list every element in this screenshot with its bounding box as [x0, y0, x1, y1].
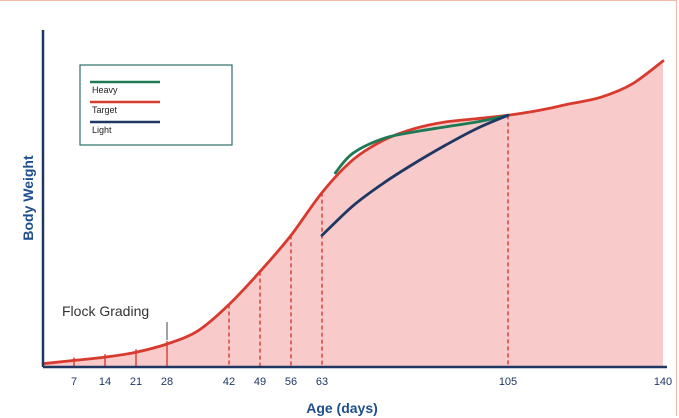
x-tick-label-49: 49 [254, 376, 266, 388]
x-tick-label-21: 21 [130, 376, 142, 388]
x-tick-label-28: 28 [161, 376, 173, 388]
x-tick-label-63: 63 [316, 376, 328, 388]
x-tick-label-7: 7 [71, 376, 77, 388]
legend-label-heavy: Heavy [92, 85, 118, 95]
x-tick-label-56: 56 [285, 376, 297, 388]
x-tick-label-14: 14 [99, 376, 111, 388]
y-axis-label: Body Weight [20, 155, 36, 241]
flock-grading-annotation: Flock Grading [62, 303, 168, 340]
legend: Heavy Target Light [79, 64, 233, 146]
x-axis-label: Age (days) [306, 400, 378, 416]
target-series-line [41, 59, 665, 366]
flock-grading-label: Flock Grading [62, 303, 149, 319]
legend-label-light: Light [92, 125, 112, 135]
x-tick-label-140: 140 [654, 376, 672, 388]
x-tick-label-42: 42 [223, 376, 235, 388]
series-layer [41, 59, 665, 366]
x-tick-label-105: 105 [499, 376, 517, 388]
heavy-series-line [333, 113, 510, 175]
light-series-line [320, 113, 510, 237]
legend-label-target: Target [92, 105, 118, 115]
legend-box [79, 64, 233, 146]
legend-items: Heavy Target Light [90, 80, 160, 135]
x-tick-labels: 7 14 21 28 42 49 56 63 105 140 [71, 376, 672, 388]
grading-lines [73, 115, 509, 367]
